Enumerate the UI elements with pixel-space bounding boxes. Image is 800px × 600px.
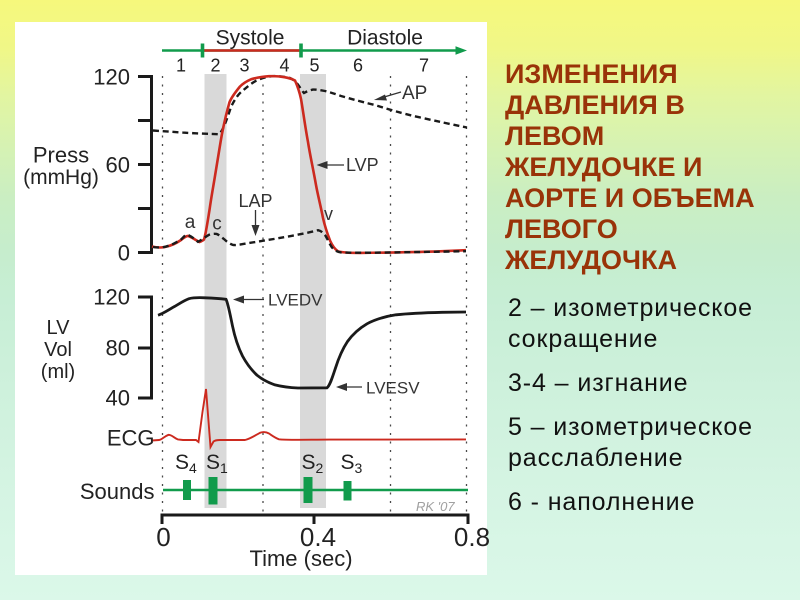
svg-text:(ml): (ml) <box>41 361 75 383</box>
svg-text:3: 3 <box>239 56 249 76</box>
svg-text:LAP: LAP <box>239 191 273 211</box>
svg-text:1: 1 <box>176 56 186 76</box>
svg-text:6: 6 <box>353 56 363 76</box>
svg-text:120: 120 <box>93 285 130 310</box>
svg-text:Sounds: Sounds <box>80 479 155 504</box>
svg-text:40: 40 <box>106 386 130 411</box>
svg-text:v: v <box>324 204 333 224</box>
svg-text:0: 0 <box>118 241 130 266</box>
svg-text:Time (sec): Time (sec) <box>249 546 352 571</box>
svg-text:Systole: Systole <box>216 27 285 50</box>
svg-text:0.4: 0.4 <box>300 522 336 552</box>
svg-text:Diastole: Diastole <box>347 27 423 50</box>
svg-text:(mmHg): (mmHg) <box>23 166 99 189</box>
svg-text:RK '07: RK '07 <box>416 499 455 514</box>
svg-text:5: 5 <box>309 56 319 76</box>
svg-text:ECG: ECG <box>107 426 155 451</box>
svg-text:AP: AP <box>402 83 427 104</box>
svg-text:0.8: 0.8 <box>454 522 490 552</box>
svg-text:LVESV: LVESV <box>366 379 420 398</box>
svg-text:0: 0 <box>156 522 170 552</box>
svg-text:LV: LV <box>47 317 71 339</box>
svg-text:7: 7 <box>419 56 429 76</box>
svg-text:a: a <box>185 212 196 233</box>
svg-text:4: 4 <box>279 56 289 76</box>
svg-text:Vol: Vol <box>44 339 72 361</box>
svg-text:120: 120 <box>93 65 130 90</box>
svg-text:c: c <box>212 214 222 235</box>
svg-text:LVP: LVP <box>346 155 379 175</box>
svg-text:LVEDV: LVEDV <box>268 291 323 310</box>
svg-text:Press: Press <box>33 143 89 168</box>
svg-text:2: 2 <box>210 56 220 76</box>
svg-text:80: 80 <box>106 336 130 361</box>
svg-text:60: 60 <box>106 153 130 178</box>
